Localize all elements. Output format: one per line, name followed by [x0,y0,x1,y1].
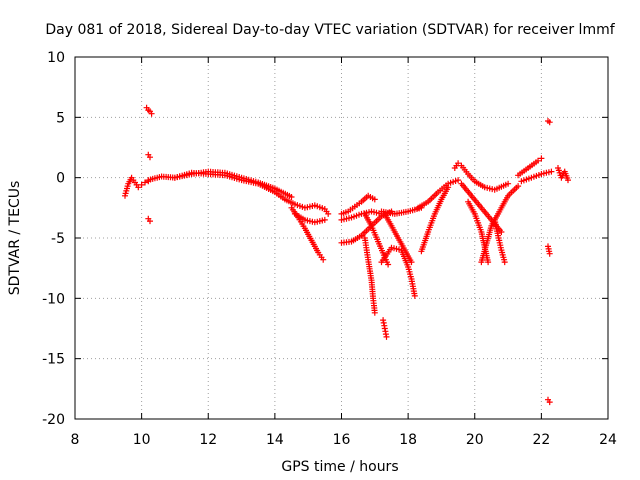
y-tick-label: -15 [42,352,65,368]
data-point-cluster-22.5-22.8 [565,177,571,184]
data-point-arc-10.2-15.6 [325,210,332,217]
chart-title: Day 081 of 2018, Sidereal Day-to-day VTE… [45,22,615,38]
data-point-descent-19.8-20.5 [485,259,492,266]
x-axis-label: GPS time / hours [281,459,398,475]
y-tick-label: -10 [42,291,65,307]
data-point-peak-19.5-20.5 [505,180,512,187]
data-point-outlier-17.3 [383,333,390,340]
x-tick-label: 10 [133,432,151,448]
y-tick-label: -20 [42,412,65,428]
data-point-arc-16-17 [371,196,378,203]
data-point-arc-21.3-22 [538,155,545,162]
x-tick-label: 18 [399,432,417,448]
y-tick-label: -5 [51,231,65,247]
data-point-peak-19.5-20.5 [455,160,462,167]
data-point-descent-16.7-17.5 [385,261,392,268]
data-point-outlier-10.2-low [147,218,153,225]
data-point-arc-18.3-19.5 [455,177,462,184]
data-point-outlier-22.2-mid [546,250,553,257]
data-point-outlier-22.2-low [546,399,553,406]
data-point-descent-20.6-21 [501,259,508,266]
data-point-descent-16.9-17 [371,309,378,316]
data-point-rise-20.5-21.3 [515,183,522,190]
data-point-cross-17-18.2 [411,292,418,299]
data-point-arc-14.6-15.5-b [321,216,328,223]
grid [75,57,608,419]
x-tick-label: 16 [333,432,351,448]
x-tick-label: 20 [466,432,484,448]
data-point-descent-14.5-15.5 [320,256,327,263]
y-tick-label: 10 [47,50,65,66]
x-tick-label: 24 [599,432,617,448]
data-point-cluster-9.5-10.2 [135,184,142,191]
axis-ticks: 8 10 12 14 16 18 20 22 24 -20 -15 -10 -5 0 5 10 [42,50,617,448]
x-tick-label: 14 [266,432,284,448]
x-tick-label: 12 [199,432,217,448]
data-point-arc-21.3-22 [535,157,541,164]
y-tick-label: 0 [56,171,65,187]
data-point-cluster-9.5-10.2 [138,181,145,188]
data-point-arc-11-14.5 [288,194,295,200]
plot-frame [74,56,609,420]
data-point-outlier-10.2-mid [147,154,153,161]
data-point-arc-21.4-22.3 [548,168,555,175]
data-point-outlier-10.2-high [148,110,155,117]
y-axis-label: SDTVAR / TECUs [7,181,23,296]
x-tick-label: 8 [71,432,80,448]
data-point-outlier-22.2-high [546,119,553,126]
data-points [122,104,571,406]
data-point-cross-17.3-18 [408,259,415,266]
data-point-cross-19.6-21 [498,229,505,235]
y-tick-label: 5 [56,110,65,126]
data-point-cluster-9.5-10.2 [142,179,148,186]
x-tick-label: 22 [532,432,550,448]
